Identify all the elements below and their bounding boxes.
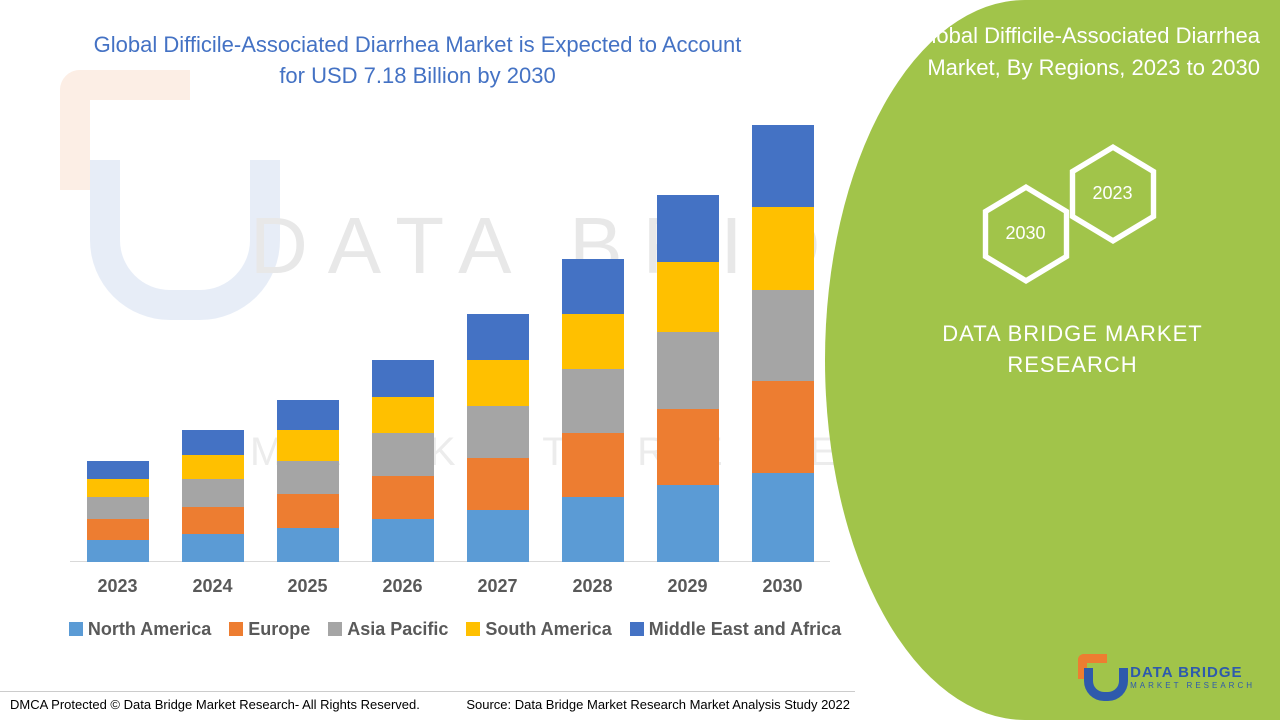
segment-south-america [87,479,149,497]
segment-europe [562,433,624,497]
segment-asia-pacific [372,433,434,476]
legend-item-europe: Europe [229,619,310,640]
segment-south-america [372,397,434,434]
segment-north-america [467,510,529,562]
legend-swatch [466,622,480,636]
hexagon-2030-label: 2030 [1005,223,1045,244]
segment-europe [372,476,434,519]
hexagon-2023-label: 2023 [1092,183,1132,204]
segment-europe [752,381,814,473]
footer-source: Source: Data Bridge Market Research Mark… [466,697,850,712]
segment-europe [182,507,244,535]
segment-north-america [372,519,434,562]
legend-swatch [630,622,644,636]
logo-line-1: DATA BRIDGE [1130,665,1255,680]
sidebar-title: Global Difficile-Associated Diarrhea Mar… [885,20,1260,84]
segment-north-america [657,485,719,561]
x-label-2030: 2030 [752,576,814,597]
segment-europe [277,494,339,528]
bar-2024 [182,430,244,561]
segment-south-america [277,430,339,461]
chart-area: DATA BRIDGE MARKET RESEARCH Global Diffi… [0,0,855,720]
legend-item-north-america: North America [69,619,211,640]
segment-north-america [87,540,149,561]
chart-legend: North America Europe Asia Pacific South Ame… [60,619,850,640]
segment-south-america [467,360,529,406]
bars-row [70,122,830,562]
segment-north-america [562,497,624,561]
bar-2025 [277,400,339,562]
sidebar-brand: DATA BRIDGE MARKET RESEARCH [885,319,1260,381]
data-bridge-logo-text: DATA BRIDGE MARKET RESEARCH [1130,665,1255,690]
bar-2028 [562,259,624,561]
segment-asia-pacific [562,369,624,433]
legend-label: Europe [248,619,310,640]
footer: DMCA Protected © Data Bridge Market Rese… [10,697,850,712]
segment-asia-pacific [657,332,719,408]
segment-middle-east-and-africa [562,259,624,314]
legend-swatch [328,622,342,636]
sidebar: Global Difficile-Associated Diarrhea Mar… [825,0,1280,720]
chart-plot [70,122,830,562]
legend-label: Asia Pacific [347,619,448,640]
x-label-2023: 2023 [87,576,149,597]
segment-asia-pacific [182,479,244,507]
chart-title: Global Difficile-Associated Diarrhea Mar… [90,30,745,92]
x-label-2029: 2029 [657,576,719,597]
segment-asia-pacific [752,290,814,382]
segment-asia-pacific [467,406,529,458]
hexagon-badges: 2030 2023 [973,144,1173,294]
legend-label: Middle East and Africa [649,619,841,640]
segment-asia-pacific [277,461,339,495]
x-label-2028: 2028 [562,576,624,597]
segment-middle-east-and-africa [467,314,529,360]
x-label-2024: 2024 [182,576,244,597]
legend-item-asia-pacific: Asia Pacific [328,619,448,640]
segment-middle-east-and-africa [277,400,339,431]
x-label-2025: 2025 [277,576,339,597]
x-axis-labels: 2023 2024 2025 2026 2027 2028 2029 2030 [70,576,830,597]
segment-south-america [657,262,719,332]
footer-copyright: DMCA Protected © Data Bridge Market Rese… [10,697,420,712]
segment-middle-east-and-africa [182,430,244,454]
legend-label: North America [88,619,211,640]
segment-north-america [752,473,814,562]
segment-south-america [752,207,814,290]
segment-europe [657,409,719,485]
hexagon-2023: 2023 [1068,144,1158,244]
legend-swatch [69,622,83,636]
x-label-2027: 2027 [467,576,529,597]
segment-europe [467,458,529,510]
legend-item-middle-east-and-africa: Middle East and Africa [630,619,841,640]
segment-south-america [182,455,244,479]
data-bridge-logo-icon [1076,654,1122,700]
segment-middle-east-and-africa [87,461,149,479]
segment-north-america [182,534,244,562]
main-container: DATA BRIDGE MARKET RESEARCH Global Diffi… [0,0,1280,720]
legend-item-south-america: South America [466,619,611,640]
segment-middle-east-and-africa [657,195,719,262]
segment-asia-pacific [87,497,149,518]
segment-middle-east-and-africa [372,360,434,397]
segment-south-america [562,314,624,369]
legend-swatch [229,622,243,636]
hexagon-2030: 2030 [981,184,1071,284]
segment-middle-east-and-africa [752,125,814,208]
sidebar-logo: DATA BRIDGE MARKET RESEARCH [1076,654,1255,700]
bar-2027 [467,314,529,561]
segment-north-america [277,528,339,562]
bar-2029 [657,195,719,562]
segment-europe [87,519,149,540]
bar-2030 [752,125,814,562]
legend-label: South America [485,619,611,640]
logo-line-2: MARKET RESEARCH [1130,682,1255,690]
x-label-2026: 2026 [372,576,434,597]
bar-2026 [372,360,434,562]
footer-divider [0,691,855,692]
bar-2023 [87,461,149,562]
